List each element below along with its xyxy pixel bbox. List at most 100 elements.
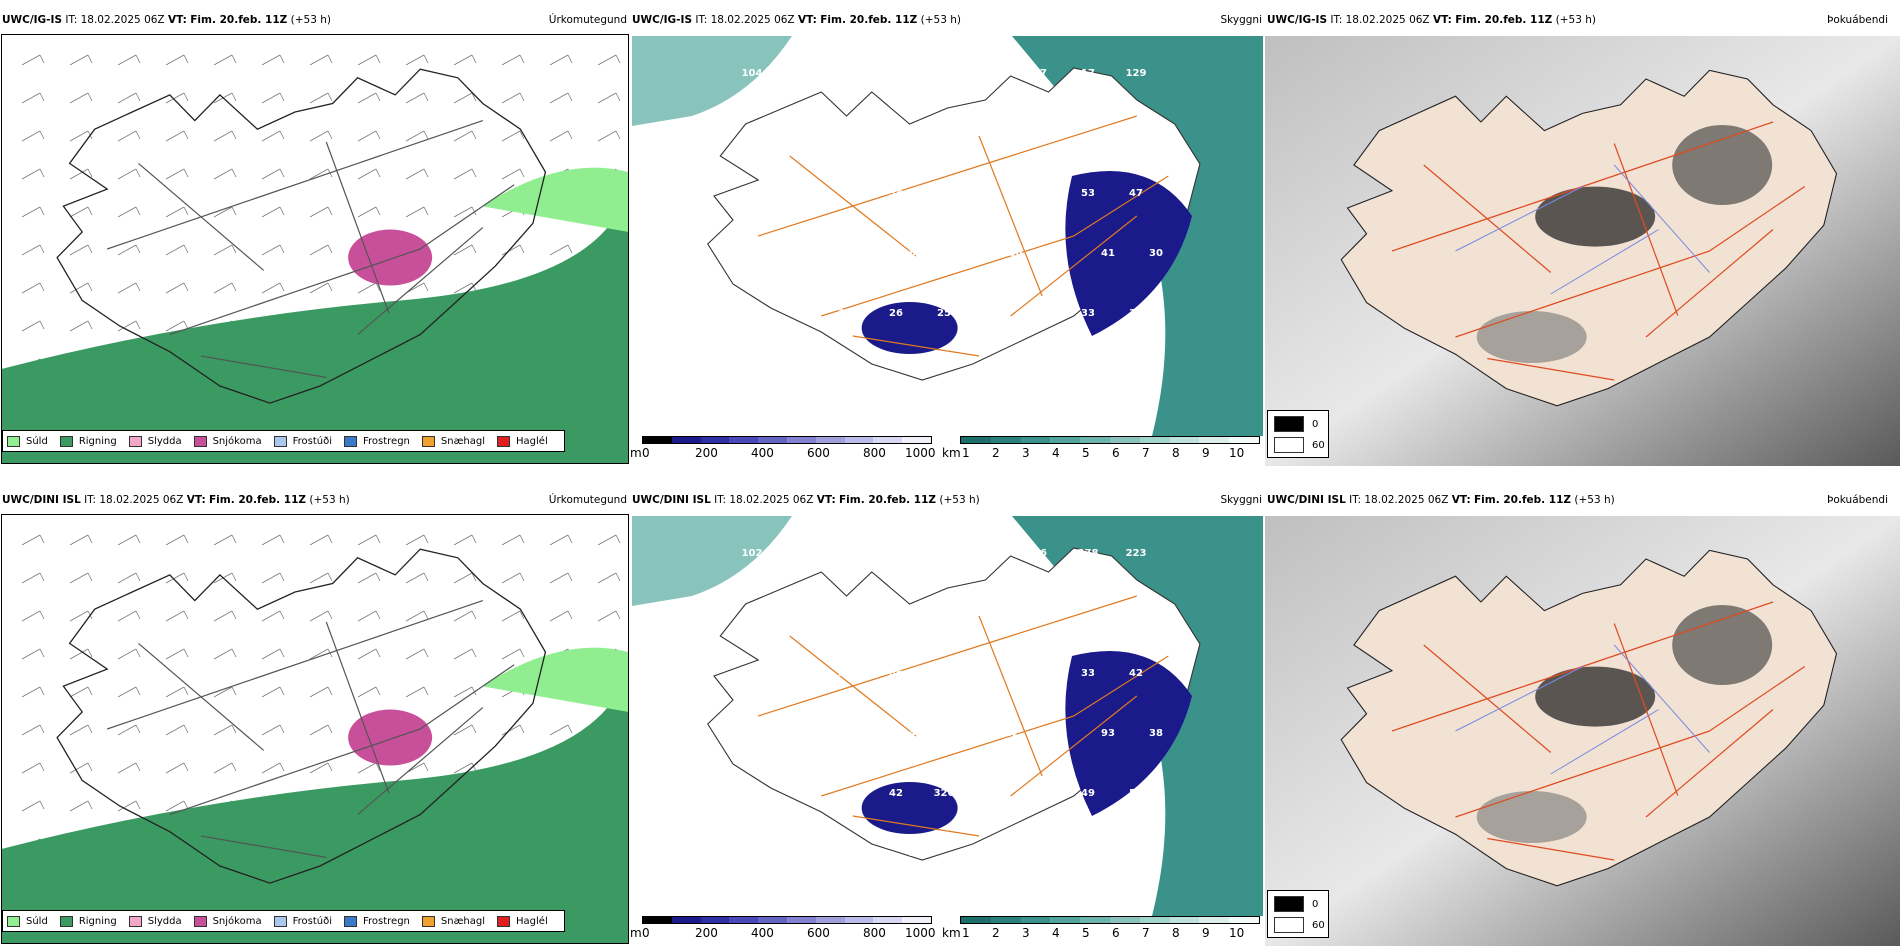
visibility-value-label: 85 [957,128,971,139]
tick-label: 8 [1172,926,1180,940]
visibility-value-label: 139 [838,668,859,679]
legend-swatch [193,435,207,447]
legend-swatch [273,915,287,927]
precip-panel-row2: UWC/DINI ISL IT: 18.02.2025 06Z VT: Fim.… [0,490,630,945]
visibility-value-label: 86 [889,668,903,679]
panel-title: UWC/DINI ISL IT: 18.02.2025 06Z VT: Fim.… [1267,494,1615,506]
tick-label: 1 [962,926,970,940]
legend-label: Slydda [147,915,182,927]
legend-swatch [128,915,142,927]
legend-label: Snjókoma [212,915,262,927]
visibility-value-label: 49 [1005,608,1019,619]
visibility-value-label: 41 [1101,248,1115,259]
colorbar-unit: m [630,926,642,940]
tick-label: 1 [962,446,970,460]
visibility-map-canvas: 102 99 107 82 44 298 56 278 223 116 46 82 46 44 49 140 6… [632,516,1263,916]
visibility-value-label: 223 [1126,548,1147,559]
visibility-value-label: 46 [1033,668,1047,679]
colorbar-visibility: km 1 2 3 4 5 6 7 8 9 10 [942,436,1262,466]
legend-swatch [7,435,20,447]
legend-swatch [59,435,73,447]
visibility-value-label: 42 [1129,668,1143,679]
visibility-panel-row2: UWC/DINI ISL IT: 18.02.2025 06Z VT: Fim.… [630,490,1265,945]
visibility-value-label: 82 [861,608,875,619]
visibility-value-label: 82 [745,188,759,199]
tick-label: 7 [1142,446,1150,460]
tick-label: 9 [1202,926,1210,940]
visibility-value-label: 56 [745,788,759,799]
tick-label: 1000 [905,926,936,940]
visibility-value-label: 88 [861,128,875,139]
visibility-value-label: 93 [1101,728,1115,739]
fog-map [1265,516,1900,946]
legend-item: Slydda [128,435,182,447]
precip-legend: Súld Rigning Slydda Snjókoma Frostúði Frostre… [2,430,565,452]
precip-map [1,34,629,464]
tick-label: 1000 [905,446,936,460]
visibility-value-label: 61 [765,728,779,739]
tick-label: 4 [1052,446,1060,460]
legend-item: Frostregn [344,915,410,927]
tick-label: 800 [863,446,886,460]
legend-label: Haglél [516,915,548,927]
tick-label: 400 [751,446,774,460]
visibility-value-label: 275 [762,128,783,139]
legend-swatch [7,915,20,927]
tick-label: 5 [1082,446,1090,460]
visibility-value-label: 30 [1149,248,1163,259]
visibility-value-label: 82 [909,248,923,259]
legend-swatch [421,915,435,927]
visibility-value-label: 70 [813,248,827,259]
visibility-value-label: 80 [909,128,923,139]
legend-label: Frostúði [292,435,332,447]
visibility-value-label: 42 [1005,728,1019,739]
visibility-value-label: 82 [889,548,903,559]
legend-label: Snjókoma [212,435,262,447]
panel-title: UWC/DINI ISL IT: 18.02.2025 06Z VT: Fim.… [632,494,980,506]
visibility-value-label: 34 [889,188,903,199]
legend-label: Rigning [78,915,117,927]
tick-label: 200 [695,926,718,940]
panel-product-title: Þokuábendi [1827,494,1888,506]
visibility-value-label: 278 [1078,548,1099,559]
visibility-map: 104 96 84 47 71 75 47 17 129 275 102 88 80 85 35 38 86 10… [632,36,1263,436]
visibility-value-label: 96 [793,68,807,79]
visibility-value-label: 47 [1033,68,1047,79]
legend-item: Haglél [497,435,548,447]
legend-swatch [128,435,142,447]
visibility-value-label: 104 [742,68,763,79]
panel-product-title: Þokuábendi [1827,14,1888,26]
legend-item: Súld [7,915,48,927]
visibility-value-label: 62 [813,848,827,859]
visibility-value-label: 206 [1002,248,1023,259]
tick-label: 0 [642,926,650,940]
visibility-value-label: 56 [1033,548,1047,559]
tick-label: 10 [1229,446,1245,460]
visibility-value-label: 26 [889,308,903,319]
panel-title: UWC/IG-IS IT: 18.02.2025 06Z VT: Fim. 20… [2,14,331,26]
precip-legend: Súld Rigning Slydda Snjókoma Frostúði Frostre… [2,910,565,932]
visibility-value-label: 47 [1129,188,1143,199]
fog-legend: 0 60 [1267,890,1329,938]
legend-item: Rigning [59,915,117,927]
visibility-value-label: 99 [793,548,807,559]
visibility-panel-row1: UWC/IG-IS IT: 18.02.2025 06Z VT: Fim. 20… [630,10,1265,465]
legend-item: Súld [7,435,48,447]
fog-legend: 0 60 [1267,410,1329,458]
legend-swatch [344,435,357,447]
visibility-value-label: 47 [985,308,999,319]
legend-swatch [344,915,357,927]
panel-product-title: Skyggni [1220,494,1263,506]
legend-label: Frostúði [292,915,332,927]
visibility-value-label: 44 [937,188,951,199]
panel-title: UWC/DINI ISL IT: 18.02.2025 06Z VT: Fim.… [2,494,350,506]
visibility-value-label: 35 [1005,128,1019,139]
visibility-value-label: 71 [793,188,807,199]
visibility-value-label: 47 [889,68,903,79]
visibility-value-label: 80 [861,248,875,259]
legend-swatch [421,435,435,447]
legend-item: Slydda [128,915,182,927]
legend-swatch [273,435,287,447]
visibility-value-label: 35 [745,668,759,679]
visibility-value-label: 44 [1053,728,1067,739]
